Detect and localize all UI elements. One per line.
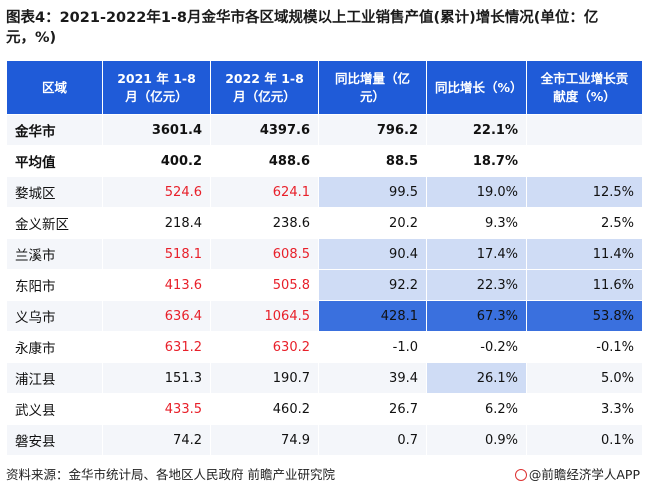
increase-cell: 26.7	[318, 393, 427, 425]
increase-cell: 90.4	[318, 238, 427, 270]
increase-cell: 88.5	[318, 145, 427, 177]
header-2022: 2022 年 1-8 月（亿元）	[210, 60, 319, 115]
growth-cell: 9.3%	[426, 207, 527, 239]
value-2021-cell: 631.2	[102, 331, 211, 363]
growth-cell: 17.4%	[426, 238, 527, 270]
source-note: 资料来源：金华市统计局、各地区人民政府 前瞻产业研究院	[6, 467, 335, 482]
value-2022-cell: 190.7	[210, 362, 319, 394]
value-2022-cell: 505.8	[210, 269, 319, 301]
value-2021-cell: 433.5	[102, 393, 211, 425]
header-region: 区域	[6, 60, 103, 115]
value-2022-cell: 74.9	[210, 424, 319, 456]
value-2022-cell: 1064.5	[210, 300, 319, 332]
value-2021-cell: 3601.4	[102, 114, 211, 146]
contribution-cell: -0.1%	[526, 331, 643, 363]
increase-cell: 0.7	[318, 424, 427, 456]
table-row: 金义新区 218.4 238.6 20.2 9.3% 2.5%	[6, 207, 643, 239]
value-2021-cell: 518.1	[102, 238, 211, 270]
contribution-cell	[526, 145, 643, 177]
value-2021-cell: 413.6	[102, 269, 211, 301]
growth-cell: 19.0%	[426, 176, 527, 208]
contribution-cell: 12.5%	[526, 176, 643, 208]
table-row: 浦江县 151.3 190.7 39.4 26.1% 5.0%	[6, 362, 643, 394]
increase-cell: 796.2	[318, 114, 427, 146]
value-2021-cell: 636.4	[102, 300, 211, 332]
region-cell: 金义新区	[6, 207, 103, 239]
region-cell: 婺城区	[6, 176, 103, 208]
contribution-cell	[526, 114, 643, 146]
table-row: 金华市 3601.4 4397.6 796.2 22.1%	[6, 114, 643, 146]
increase-cell: 20.2	[318, 207, 427, 239]
value-2022-cell: 624.1	[210, 176, 319, 208]
value-2021-cell: 151.3	[102, 362, 211, 394]
brand-credit: @前瞻经济学人APP	[514, 464, 640, 483]
growth-cell: 26.1%	[426, 362, 527, 394]
table-row: 义乌市 636.4 1064.5 428.1 67.3% 53.8%	[6, 300, 643, 332]
table-row: 武义县 433.5 460.2 26.7 6.2% 3.3%	[6, 393, 643, 425]
contribution-cell: 53.8%	[526, 300, 643, 332]
value-2022-cell: 608.5	[210, 238, 319, 270]
region-cell: 平均值	[6, 145, 103, 177]
growth-table: 区域 2021 年 1-8 月（亿元） 2022 年 1-8 月（亿元） 同比增…	[6, 60, 643, 456]
region-cell: 磐安县	[6, 424, 103, 456]
table-row: 平均值 400.2 488.6 88.5 18.7%	[6, 145, 643, 177]
header-increase: 同比增量（亿元）	[318, 60, 427, 115]
region-cell: 兰溪市	[6, 238, 103, 270]
region-cell: 武义县	[6, 393, 103, 425]
contribution-cell: 11.4%	[526, 238, 643, 270]
value-2021-cell: 218.4	[102, 207, 211, 239]
region-cell: 金华市	[6, 114, 103, 146]
value-2022-cell: 238.6	[210, 207, 319, 239]
value-2022-cell: 488.6	[210, 145, 319, 177]
growth-cell: -0.2%	[426, 331, 527, 363]
brand-logo-icon	[514, 469, 527, 481]
value-2022-cell: 630.2	[210, 331, 319, 363]
growth-cell: 0.9%	[426, 424, 527, 456]
table-header-row: 区域 2021 年 1-8 月（亿元） 2022 年 1-8 月（亿元） 同比增…	[6, 60, 643, 115]
value-2022-cell: 460.2	[210, 393, 319, 425]
increase-cell: -1.0	[318, 331, 427, 363]
region-cell: 浦江县	[6, 362, 103, 394]
contribution-cell: 3.3%	[526, 393, 643, 425]
value-2022-cell: 4397.6	[210, 114, 319, 146]
growth-cell: 6.2%	[426, 393, 527, 425]
growth-cell: 67.3%	[426, 300, 527, 332]
table-row: 磐安县 74.2 74.9 0.7 0.9% 0.1%	[6, 424, 643, 456]
increase-cell: 99.5	[318, 176, 427, 208]
increase-cell: 92.2	[318, 269, 427, 301]
growth-cell: 22.1%	[426, 114, 527, 146]
growth-cell: 22.3%	[426, 269, 527, 301]
increase-cell: 39.4	[318, 362, 427, 394]
region-cell: 义乌市	[6, 300, 103, 332]
brand-label: @前瞻经济学人APP	[528, 467, 640, 482]
contribution-cell: 11.6%	[526, 269, 643, 301]
chart-title: 图表4：2021-2022年1-8月金华市各区域规模以上工业销售产值(累计)增长…	[6, 10, 599, 46]
contribution-cell: 0.1%	[526, 424, 643, 456]
value-2021-cell: 74.2	[102, 424, 211, 456]
value-2021-cell: 524.6	[102, 176, 211, 208]
table-row: 婺城区 524.6 624.1 99.5 19.0% 12.5%	[6, 176, 643, 208]
growth-cell: 18.7%	[426, 145, 527, 177]
header-growth: 同比增长（%）	[426, 60, 527, 115]
table-row: 永康市 631.2 630.2 -1.0 -0.2% -0.1%	[6, 331, 643, 363]
table-row: 东阳市 413.6 505.8 92.2 22.3% 11.6%	[6, 269, 643, 301]
header-contribution: 全市工业增长贡献度（%）	[526, 60, 643, 115]
increase-cell: 428.1	[318, 300, 427, 332]
region-cell: 东阳市	[6, 269, 103, 301]
value-2021-cell: 400.2	[102, 145, 211, 177]
header-2021: 2021 年 1-8 月（亿元）	[102, 60, 211, 115]
table-row: 兰溪市 518.1 608.5 90.4 17.4% 11.4%	[6, 238, 643, 270]
region-cell: 永康市	[6, 331, 103, 363]
contribution-cell: 2.5%	[526, 207, 643, 239]
contribution-cell: 5.0%	[526, 362, 643, 394]
